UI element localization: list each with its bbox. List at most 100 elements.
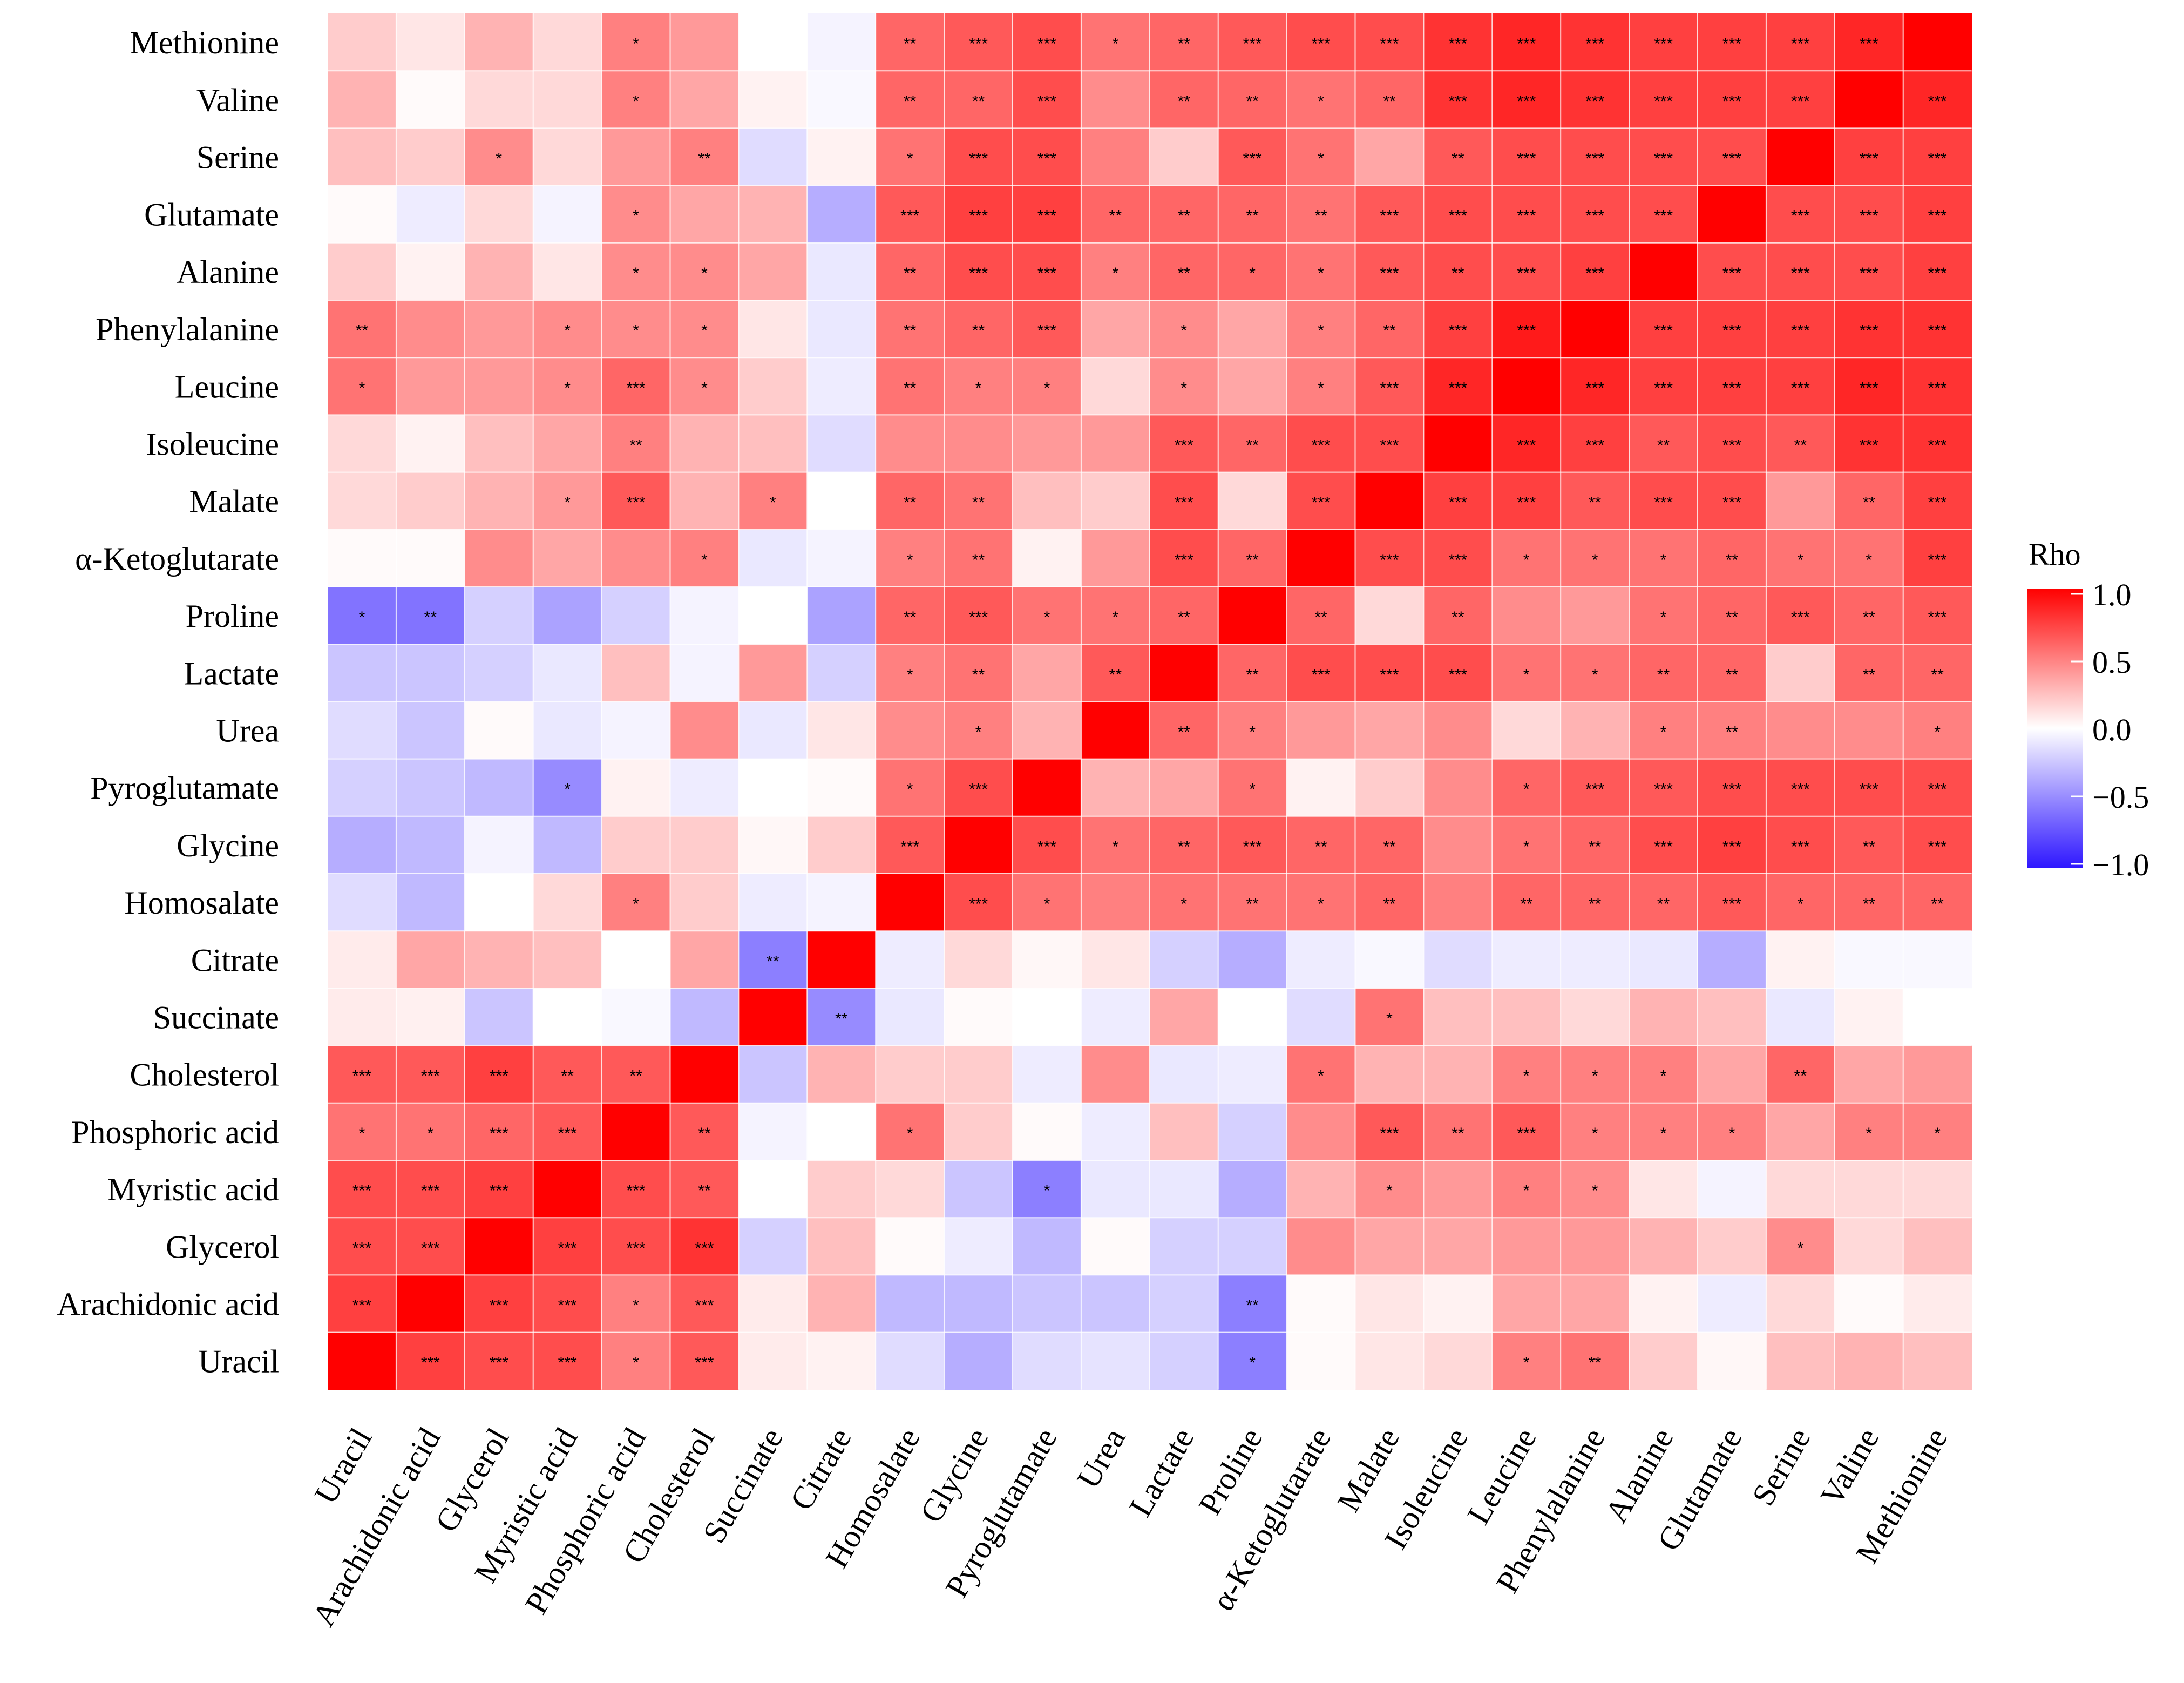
row-label: Glutamate bbox=[144, 197, 279, 233]
significance-marker: *** bbox=[1722, 437, 1741, 455]
significance-marker: *** bbox=[1928, 265, 1947, 282]
heatmap-cell bbox=[807, 71, 876, 129]
significance-marker: ** bbox=[904, 92, 917, 110]
heatmap-cell bbox=[396, 300, 465, 358]
significance-marker: *** bbox=[1791, 609, 1810, 626]
heatmap-cell bbox=[533, 1332, 602, 1390]
significance-marker: * bbox=[907, 666, 913, 684]
heatmap-cell bbox=[1903, 701, 1972, 760]
significance-marker: ** bbox=[1726, 609, 1739, 626]
heatmap-cell bbox=[1149, 759, 1219, 817]
significance-marker: *** bbox=[1928, 150, 1947, 168]
significance-marker: *** bbox=[352, 1182, 371, 1200]
heatmap-cell bbox=[1766, 242, 1835, 301]
heatmap-cell bbox=[533, 242, 602, 301]
significance-marker: * bbox=[1318, 265, 1324, 282]
heatmap-cell bbox=[1629, 13, 1698, 71]
heatmap-cell bbox=[1423, 1332, 1493, 1390]
significance-marker: *** bbox=[1175, 551, 1193, 569]
heatmap-cell bbox=[1218, 988, 1287, 1046]
significance-marker: *** bbox=[1037, 35, 1056, 53]
heatmap-cell bbox=[1081, 701, 1150, 760]
heatmap-cell bbox=[944, 472, 1013, 530]
heatmap-cell bbox=[807, 472, 876, 530]
heatmap-cell bbox=[1286, 13, 1356, 71]
heatmap-cell bbox=[464, 1160, 534, 1218]
significance-marker: *** bbox=[1517, 265, 1536, 282]
heatmap-cell bbox=[1013, 1275, 1082, 1333]
significance-marker: ** bbox=[1178, 35, 1191, 53]
significance-marker: *** bbox=[1860, 207, 1878, 225]
heatmap-cell bbox=[1149, 931, 1219, 989]
heatmap-cell bbox=[1013, 71, 1082, 129]
heatmap-cell bbox=[1561, 415, 1630, 473]
heatmap-cell bbox=[1355, 415, 1424, 473]
heatmap-cell bbox=[1013, 1045, 1082, 1104]
heatmap-cell bbox=[670, 1218, 739, 1275]
heatmap-cell bbox=[1013, 988, 1082, 1046]
heatmap-cell bbox=[533, 415, 602, 473]
row-label: Arachidonic acid bbox=[57, 1287, 279, 1322]
significance-marker: *** bbox=[421, 1182, 440, 1200]
row-label: Isoleucine bbox=[146, 427, 279, 462]
heatmap-cell bbox=[601, 1275, 671, 1333]
heatmap-cell bbox=[1423, 874, 1493, 931]
heatmap-cell bbox=[1149, 1218, 1219, 1275]
heatmap-cell bbox=[533, 1218, 602, 1275]
significance-marker: *** bbox=[1175, 494, 1193, 512]
heatmap-cell bbox=[1834, 71, 1904, 129]
heatmap-cell bbox=[1218, 701, 1287, 760]
heatmap-cell bbox=[1286, 472, 1356, 530]
heatmap-cell bbox=[1698, 816, 1767, 874]
significance-marker: ** bbox=[1657, 895, 1670, 913]
significance-marker: * bbox=[564, 322, 571, 340]
significance-marker: ** bbox=[904, 494, 917, 512]
heatmap-cell bbox=[1423, 816, 1493, 874]
significance-marker: * bbox=[1592, 1067, 1598, 1085]
heatmap-cell bbox=[1561, 1218, 1630, 1275]
heatmap-cell bbox=[1834, 1332, 1904, 1390]
heatmap-cell bbox=[1355, 71, 1424, 129]
significance-marker: ** bbox=[561, 1067, 574, 1085]
heatmap-cell bbox=[807, 701, 876, 760]
heatmap-cell bbox=[1423, 185, 1493, 244]
significance-marker: *** bbox=[969, 207, 988, 225]
significance-marker: *** bbox=[1585, 92, 1604, 110]
heatmap-cell bbox=[1492, 816, 1561, 874]
significance-marker: * bbox=[1523, 781, 1530, 799]
significance-marker: ** bbox=[1794, 1067, 1807, 1085]
heatmap-cell bbox=[1013, 529, 1082, 587]
heatmap-cell bbox=[1286, 759, 1356, 817]
significance-marker: *** bbox=[1380, 265, 1399, 282]
significance-marker: ** bbox=[1589, 895, 1602, 913]
significance-marker: *** bbox=[1791, 265, 1810, 282]
significance-marker: *** bbox=[1517, 35, 1536, 53]
significance-marker: *** bbox=[1722, 379, 1741, 397]
significance-marker: *** bbox=[1928, 551, 1947, 569]
heatmap-cell bbox=[1629, 759, 1698, 817]
heatmap-cell bbox=[876, 931, 945, 989]
color-legend: Rho 1.0 0.5 0.0 −0.5 −1.0 bbox=[2027, 537, 2149, 882]
heatmap-cell bbox=[533, 931, 602, 989]
heatmap-cell bbox=[944, 874, 1013, 931]
heatmap-cell bbox=[601, 1160, 671, 1218]
heatmap-cell bbox=[1423, 1275, 1493, 1333]
significance-marker: ** bbox=[1863, 666, 1876, 684]
heatmap-cell bbox=[1903, 128, 1972, 186]
heatmap-cell bbox=[738, 1218, 808, 1275]
heatmap-cell bbox=[738, 874, 808, 931]
heatmap-cell bbox=[670, 472, 739, 530]
significance-marker: ** bbox=[1452, 609, 1464, 626]
heatmap-cell bbox=[1492, 1103, 1561, 1161]
significance-marker: *** bbox=[1037, 92, 1056, 110]
heatmap-cell bbox=[1698, 13, 1767, 71]
heatmap-cell bbox=[1149, 13, 1219, 71]
heatmap-cell bbox=[670, 128, 739, 186]
significance-marker: * bbox=[1044, 1182, 1050, 1200]
heatmap-cell bbox=[396, 1103, 465, 1161]
heatmap-cell bbox=[1492, 587, 1561, 645]
heatmap-cell bbox=[1492, 300, 1561, 358]
heatmap-cell bbox=[1834, 1160, 1904, 1218]
